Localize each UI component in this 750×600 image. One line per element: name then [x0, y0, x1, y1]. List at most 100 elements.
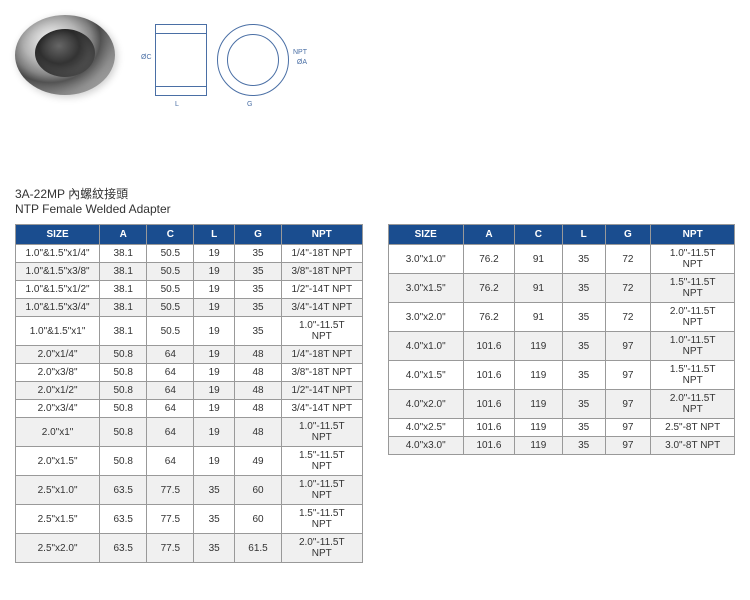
- header-g: G: [234, 225, 281, 245]
- table-cell: 77.5: [147, 505, 194, 534]
- table-cell: 1.0"-11.5T NPT: [282, 476, 362, 505]
- table-cell: 19: [194, 245, 235, 263]
- table-cell: 50.5: [147, 317, 194, 346]
- table-cell: 64: [147, 400, 194, 418]
- table-cell: 19: [194, 364, 235, 382]
- table-cell: 1.0"&1.5"x1/2": [16, 281, 100, 299]
- table-cell: 2.0"x1/4": [16, 346, 100, 364]
- table-cell: 97: [605, 390, 651, 419]
- table-cell: 38.1: [100, 245, 147, 263]
- table-cell: 50.5: [147, 263, 194, 281]
- header-a: A: [100, 225, 147, 245]
- table-cell: 1/2"-14T NPT: [282, 382, 362, 400]
- table-cell: 35: [234, 263, 281, 281]
- table-header-row: SIZE A C L G NPT: [388, 225, 735, 245]
- table-row: 4.0"x2.0"101.611935972.0"-11.5T NPT: [388, 390, 735, 419]
- table-cell: 2.5"x1.0": [16, 476, 100, 505]
- table-cell: 77.5: [147, 476, 194, 505]
- table-cell: 3.0"x2.0": [388, 303, 463, 332]
- table-cell: 48: [234, 400, 281, 418]
- table-cell: 3.0"x1.5": [388, 274, 463, 303]
- table-cell: 76.2: [463, 245, 514, 274]
- table-cell: 19: [194, 400, 235, 418]
- table-row: 2.0"x1"50.86419481.0"-11.5T NPT: [16, 418, 363, 447]
- table-cell: 64: [147, 382, 194, 400]
- table-cell: 2.0"x1": [16, 418, 100, 447]
- diagram-label-g: G: [247, 101, 252, 108]
- table-row: 1.0"&1.5"x1/4"38.150.519351/4"-18T NPT: [16, 245, 363, 263]
- table-cell: 35: [562, 361, 605, 390]
- table-cell: 64: [147, 346, 194, 364]
- tables-container: SIZE A C L G NPT 1.0"&1.5"x1/4"38.150.51…: [15, 224, 735, 563]
- table-cell: 19: [194, 382, 235, 400]
- header-a: A: [463, 225, 514, 245]
- table-row: 2.0"x3/8"50.86419483/8"-18T NPT: [16, 364, 363, 382]
- header-l: L: [562, 225, 605, 245]
- table-cell: 72: [605, 245, 651, 274]
- table-cell: 1.0"&1.5"x3/4": [16, 299, 100, 317]
- table-cell: 2.0"x1/2": [16, 382, 100, 400]
- table-cell: 97: [605, 437, 651, 455]
- table-row: 4.0"x1.0"101.611935971.0"-11.5T NPT: [388, 332, 735, 361]
- table-row: 2.5"x2.0"63.577.53561.52.0"-11.5T NPT: [16, 534, 363, 563]
- diagram-front-inner: [227, 34, 279, 86]
- table-cell: 119: [515, 390, 563, 419]
- diagram-label-a: ØA: [297, 59, 307, 66]
- table-cell: 3/8"-18T NPT: [282, 364, 362, 382]
- table-cell: 35: [562, 274, 605, 303]
- table-cell: 1/4"-18T NPT: [282, 245, 362, 263]
- spec-table-1: SIZE A C L G NPT 1.0"&1.5"x1/4"38.150.51…: [15, 224, 363, 563]
- table-cell: 50.5: [147, 281, 194, 299]
- table-row: 2.0"x3/4"50.86419483/4"-14T NPT: [16, 400, 363, 418]
- diagram-label-npt: NPT: [293, 49, 307, 56]
- diagram-side-view: [155, 24, 207, 96]
- table-row: 1.0"&1.5"x1/2"38.150.519351/2"-14T NPT: [16, 281, 363, 299]
- table-cell: 76.2: [463, 303, 514, 332]
- table-row: 1.0"&1.5"x3/8"38.150.519353/8"-18T NPT: [16, 263, 363, 281]
- table-header-row: SIZE A C L G NPT: [16, 225, 363, 245]
- table-cell: 101.6: [463, 419, 514, 437]
- table-cell: 35: [562, 419, 605, 437]
- table-cell: 19: [194, 346, 235, 364]
- table-cell: 63.5: [100, 476, 147, 505]
- table-row: 4.0"x1.5"101.611935971.5"-11.5T NPT: [388, 361, 735, 390]
- table-cell: 1.0"&1.5"x1/4": [16, 245, 100, 263]
- table-cell: 76.2: [463, 274, 514, 303]
- table-cell: 35: [234, 281, 281, 299]
- table-cell: 35: [562, 245, 605, 274]
- table-cell: 35: [562, 437, 605, 455]
- table-cell: 119: [515, 419, 563, 437]
- table-cell: 1.5"-11.5T NPT: [651, 274, 735, 303]
- diagram-front-view: [217, 24, 289, 96]
- table-cell: 1.0"&1.5"x1": [16, 317, 100, 346]
- table-cell: 35: [234, 299, 281, 317]
- table-cell: 4.0"x1.5": [388, 361, 463, 390]
- table-cell: 38.1: [100, 299, 147, 317]
- table-cell: 35: [194, 505, 235, 534]
- table-cell: 101.6: [463, 390, 514, 419]
- table-cell: 1/4"-18T NPT: [282, 346, 362, 364]
- table-cell: 50.8: [100, 400, 147, 418]
- table-cell: 61.5: [234, 534, 281, 563]
- header-c: C: [515, 225, 563, 245]
- table-cell: 2.0"-11.5T NPT: [651, 390, 735, 419]
- table-cell: 48: [234, 364, 281, 382]
- table-cell: 1.5"-11.5T NPT: [282, 505, 362, 534]
- table-cell: 72: [605, 274, 651, 303]
- title-chinese: 3A-22MP 內螺紋接頭: [15, 185, 735, 202]
- table-cell: 38.1: [100, 317, 147, 346]
- table-cell: 63.5: [100, 505, 147, 534]
- table-cell: 1/2"-14T NPT: [282, 281, 362, 299]
- table-cell: 19: [194, 263, 235, 281]
- table-cell: 35: [194, 476, 235, 505]
- table-cell: 35: [562, 390, 605, 419]
- table-cell: 2.5"-8T NPT: [651, 419, 735, 437]
- table-cell: 101.6: [463, 437, 514, 455]
- table-row: 2.5"x1.5"63.577.535601.5"-11.5T NPT: [16, 505, 363, 534]
- table-cell: 1.0"-11.5T NPT: [282, 418, 362, 447]
- product-photo: [15, 15, 125, 105]
- table-cell: 1.0"-11.5T NPT: [651, 332, 735, 361]
- table-cell: 19: [194, 418, 235, 447]
- table-cell: 50.8: [100, 346, 147, 364]
- table-cell: 49: [234, 447, 281, 476]
